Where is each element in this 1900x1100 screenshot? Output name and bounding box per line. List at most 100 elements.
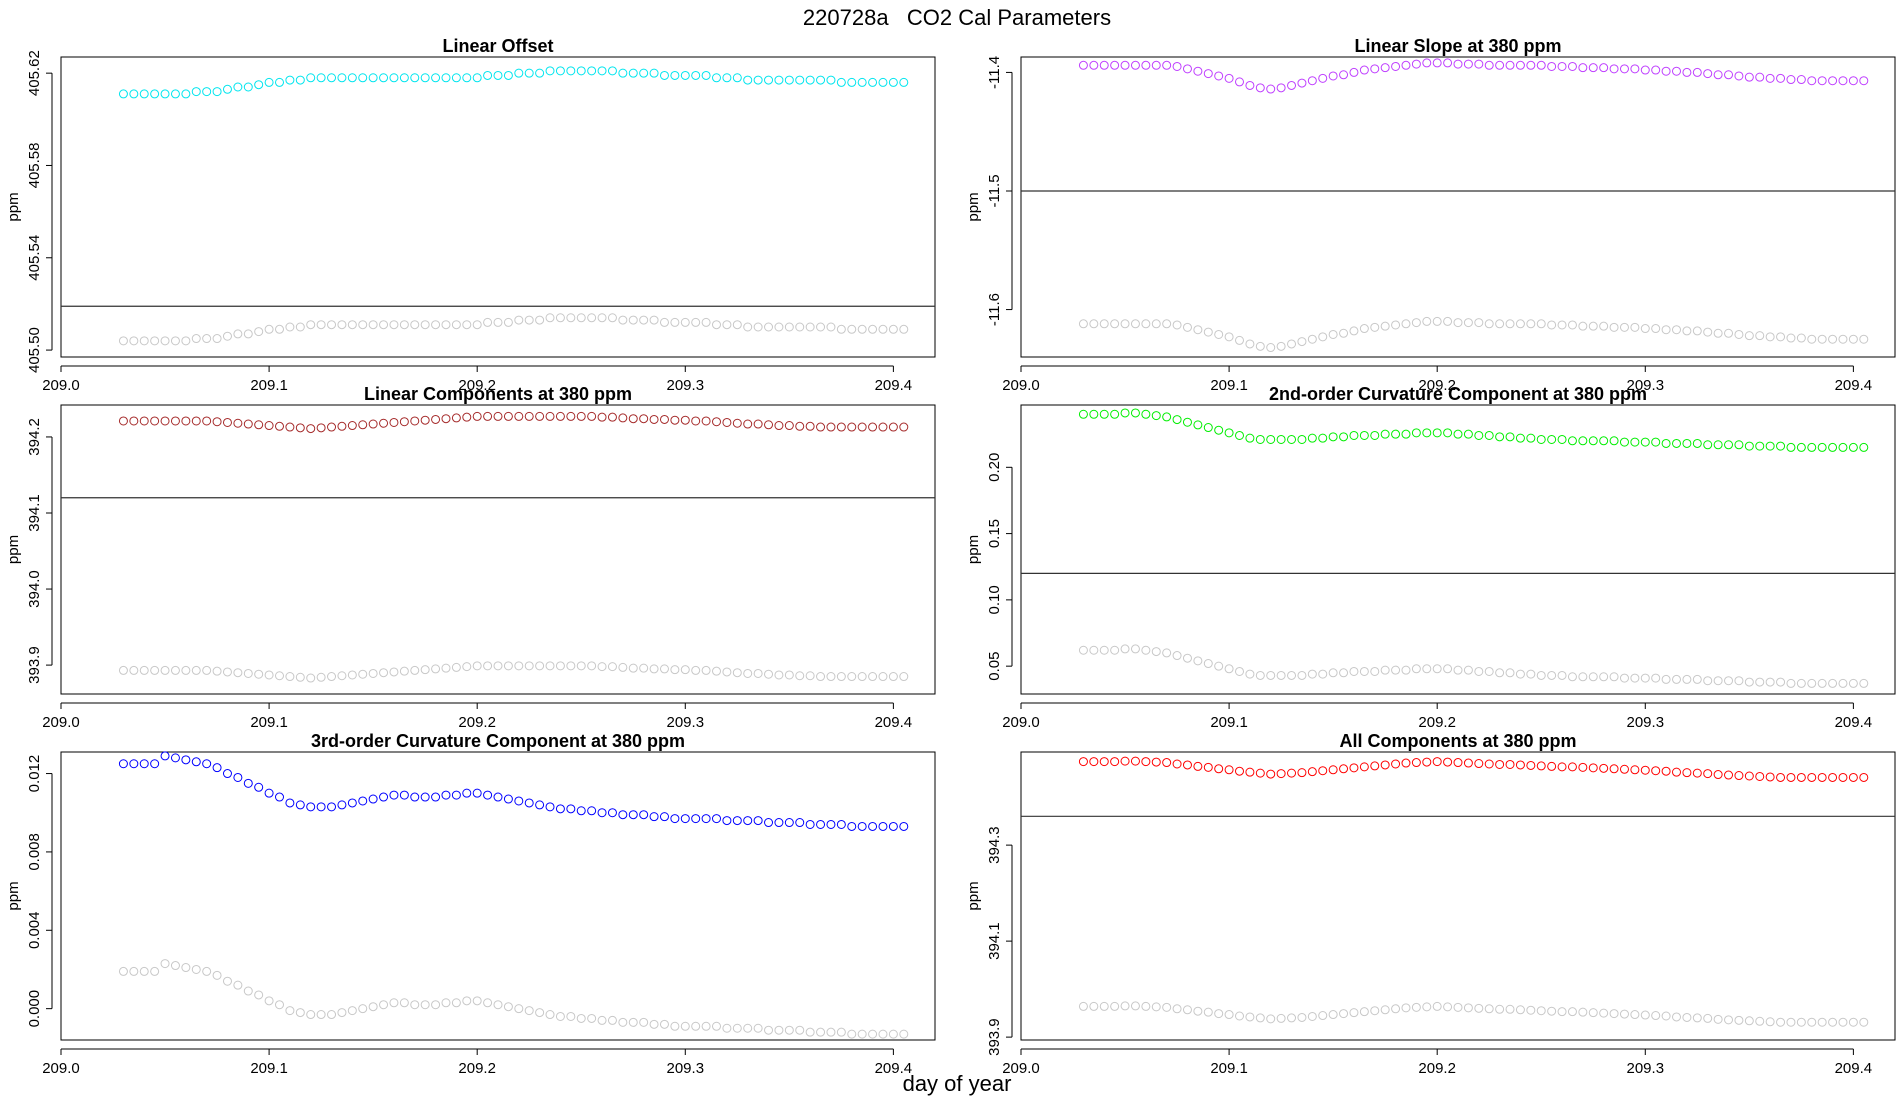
data-point	[1099, 757, 1109, 767]
gray-point	[202, 665, 212, 675]
data-point	[451, 73, 461, 83]
data-point	[1110, 60, 1120, 70]
x-tick-label: 209.3	[1627, 714, 1665, 731]
gray-point	[1224, 1010, 1234, 1020]
data-point	[545, 411, 555, 421]
gray-point	[160, 665, 170, 675]
y-axis-label: ppm	[965, 535, 982, 564]
gray-point	[431, 1000, 441, 1010]
gray-point	[1359, 1007, 1369, 1017]
x-tick-label: 209.0	[1002, 1060, 1040, 1077]
gray-point	[1391, 665, 1401, 675]
data-point	[1151, 757, 1161, 767]
x-tick-label: 209.4	[875, 714, 913, 731]
gray-point	[379, 1000, 389, 1010]
data-point	[805, 819, 815, 829]
data-point	[1692, 768, 1702, 778]
data-point	[1422, 757, 1432, 767]
gray-point	[639, 1017, 649, 1027]
gray-point	[306, 1010, 316, 1020]
gray-point	[1672, 674, 1681, 684]
data-point	[701, 70, 711, 80]
data-point	[847, 422, 857, 432]
gray-point	[1089, 1001, 1099, 1011]
data-point	[1359, 65, 1369, 75]
data-point	[431, 414, 441, 424]
data-point	[358, 420, 368, 430]
gray-point	[1630, 673, 1640, 683]
data-point	[202, 87, 212, 97]
data-point	[1786, 442, 1796, 452]
data-point	[1474, 759, 1484, 769]
data-point	[1130, 756, 1140, 766]
data-point	[847, 821, 857, 831]
data-point	[1786, 772, 1796, 782]
data-point	[389, 73, 399, 83]
data-point	[441, 73, 451, 83]
gray-point	[1776, 677, 1786, 687]
gray-point	[1151, 1002, 1161, 1012]
gray-point	[212, 666, 222, 676]
data-point	[462, 788, 472, 798]
gray-point	[170, 336, 180, 346]
panel-title: 3rd-order Curvature Component at 380 ppm	[311, 731, 685, 751]
gray-point	[1848, 1017, 1858, 1027]
data-point	[1463, 758, 1473, 768]
gray-point	[1078, 319, 1088, 329]
data-point	[1765, 772, 1775, 782]
gray-point	[222, 331, 232, 341]
gray-point	[1141, 645, 1151, 655]
x-tick-label: 209.0	[42, 377, 80, 394]
data-point	[264, 421, 274, 431]
data-point	[1151, 60, 1161, 70]
x-tick-label: 209.1	[250, 1060, 288, 1077]
gray-point	[743, 1023, 753, 1033]
gray-point	[1515, 319, 1525, 329]
data-point	[878, 821, 888, 831]
data-point	[1110, 409, 1120, 419]
data-point	[1651, 766, 1661, 776]
data-point	[847, 77, 857, 87]
gray-point	[753, 668, 763, 678]
gray-point	[451, 320, 461, 330]
data-point	[1817, 442, 1827, 452]
gray-point	[1130, 319, 1140, 329]
data-point	[597, 808, 607, 818]
data-point	[868, 821, 878, 831]
gray-point	[1359, 324, 1369, 334]
data-point	[649, 812, 659, 822]
figure-title: 220728a CO2 Cal Parameters	[803, 5, 1111, 30]
data-point	[1547, 761, 1557, 771]
gray-point	[368, 1002, 378, 1012]
data-point	[1692, 438, 1702, 448]
gray-point	[566, 1011, 576, 1021]
panel-5: 3rd-order Curvature Component at 380 ppm…	[5, 731, 936, 1077]
x-tick-label: 209.1	[1210, 377, 1248, 394]
data-point	[1130, 408, 1140, 418]
data-point	[670, 415, 680, 425]
data-point	[337, 73, 347, 83]
x-tick-label: 209.0	[1002, 714, 1040, 731]
gray-point	[1141, 1001, 1151, 1011]
gray-point	[212, 334, 222, 344]
gray-point	[1235, 335, 1244, 345]
data-point	[1578, 762, 1588, 772]
gray-point	[576, 313, 586, 323]
y-tick-label: 394.3	[986, 826, 1003, 864]
gray-point	[899, 324, 909, 334]
gray-point	[1432, 664, 1442, 674]
gray-point	[764, 322, 774, 332]
data-point	[712, 73, 721, 83]
data-point	[1661, 66, 1671, 76]
data-point	[212, 87, 222, 97]
gray-point	[472, 661, 482, 671]
data-point	[233, 82, 243, 92]
data-point	[1515, 433, 1525, 443]
gray-point	[1484, 666, 1494, 676]
gray-point	[150, 336, 160, 346]
gray-point	[1651, 1011, 1661, 1021]
data-point	[649, 68, 659, 78]
data-point	[1110, 757, 1120, 767]
data-point	[659, 812, 669, 822]
gray-point	[1318, 1011, 1328, 1021]
